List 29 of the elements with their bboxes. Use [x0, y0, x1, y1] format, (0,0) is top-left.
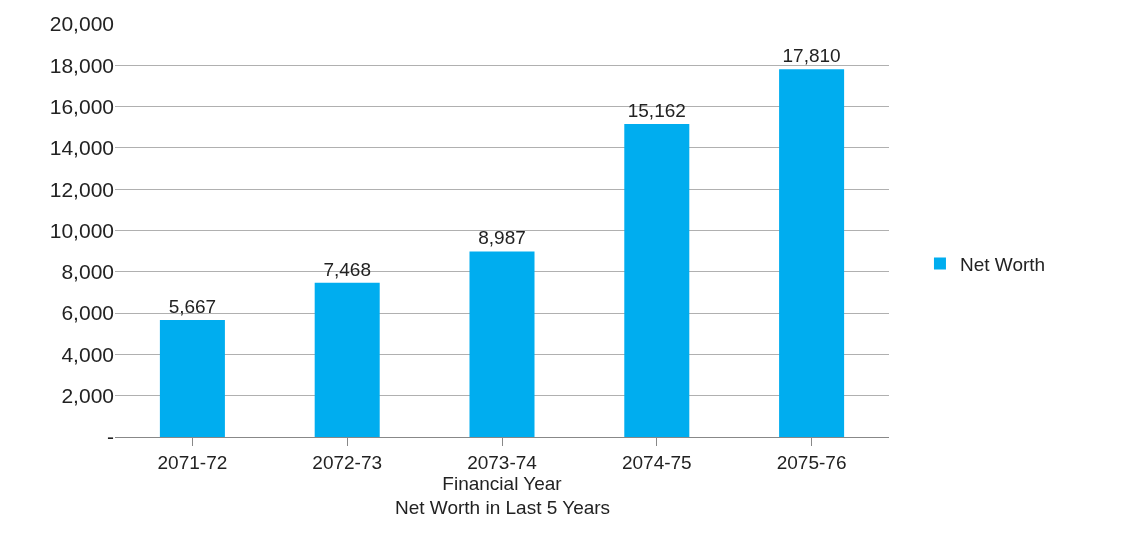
data-label: 17,810 — [782, 45, 841, 67]
y-tick-label: 14,000 — [49, 136, 114, 160]
y-tick-label: 2,000 — [61, 384, 114, 408]
x-tick-label: 2074-75 — [621, 451, 692, 473]
x-tick-label: 2072-73 — [312, 451, 383, 473]
y-tick-label: 16,000 — [49, 94, 114, 118]
y-tick-label: - — [107, 425, 114, 449]
legend-label: Net Worth — [959, 253, 1046, 275]
x-axis-title: Financial Year — [442, 472, 563, 494]
bar — [779, 69, 845, 437]
y-tick-label: 4,000 — [61, 342, 114, 366]
data-label: 15,162 — [627, 99, 686, 121]
data-label: 7,468 — [323, 258, 371, 280]
bar — [469, 251, 535, 437]
y-tick-label: 6,000 — [61, 301, 114, 325]
bar — [159, 319, 225, 437]
x-tick-label: 2073-74 — [467, 451, 538, 473]
y-tick-label: 12,000 — [49, 177, 114, 201]
data-label: 8,987 — [478, 227, 526, 249]
y-tick-label: 8,000 — [61, 260, 114, 284]
bar — [624, 123, 690, 437]
data-label: 5,667 — [168, 295, 217, 317]
bar — [314, 282, 380, 437]
y-tick-label: 18,000 — [49, 53, 114, 77]
x-tick-label: 2075-76 — [776, 451, 847, 473]
y-tick-label: 10,000 — [49, 218, 114, 242]
text: Net Worth in Last 5 Years — [395, 497, 611, 518]
x-tick-label: 2071-72 — [157, 451, 228, 473]
y-tick-label: 20,000 — [49, 12, 114, 36]
